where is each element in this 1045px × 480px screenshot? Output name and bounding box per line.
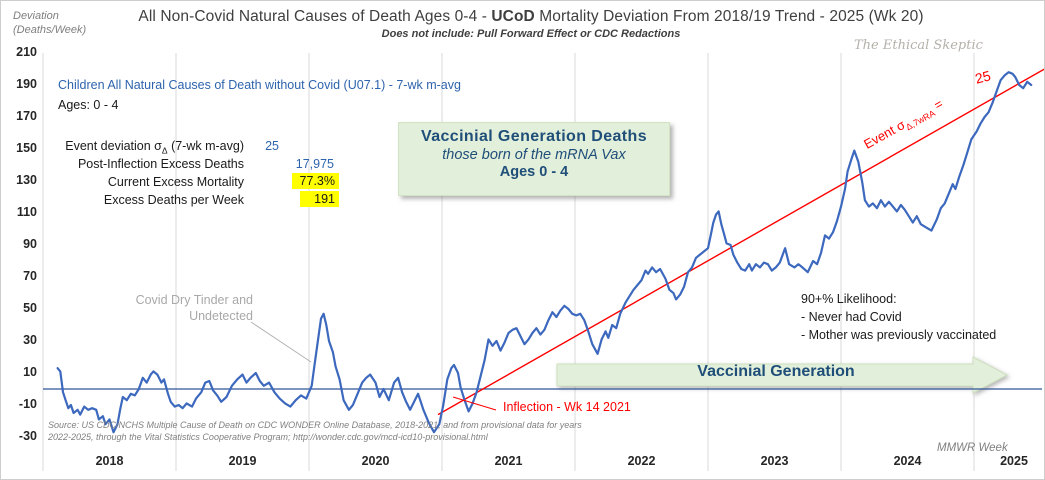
x-tick-2025: 2025 <box>1000 454 1028 468</box>
stat-value-post-inflection-excess-deaths: 17,975 <box>295 157 334 171</box>
title-bold-ucod: UCoD <box>491 8 535 25</box>
chart-title: All Non-Covid Natural Causes of Death Ag… <box>43 8 1019 26</box>
likelihood-line3: - Mother was previously vaccinated <box>801 328 997 342</box>
x-tick-2018: 2018 <box>95 454 124 468</box>
inflection-annotation: Inflection - Wk 14 2021 <box>503 400 631 414</box>
dry-tinder-line1: Covid Dry Tinder and <box>135 293 253 307</box>
y-tick-70: 70 <box>23 269 37 283</box>
sigma-label-pre: Event deviation σ <box>65 139 162 153</box>
vaccinial-generation-arrow-shape <box>556 356 1009 394</box>
y-tick-30: 30 <box>23 333 37 347</box>
box-ages: Ages 0 - 4 <box>499 164 569 180</box>
y-tick-210: 210 <box>16 45 37 59</box>
likelihood-line1: 90+% Likelihood: <box>801 292 897 306</box>
x-tick-2022: 2022 <box>627 454 656 468</box>
title-post: Mortality Deviation From 2018/19 Trend -… <box>534 8 924 25</box>
y-axis-unit-label: Deviation (Deaths/Week) <box>13 9 123 37</box>
deviation-series-line <box>56 71 1033 434</box>
y-tick-50: 50 <box>23 301 37 315</box>
watermark-signature: The Ethical Skeptic <box>854 38 983 53</box>
y-axis-unit-line2: (Deaths/Week) <box>13 24 87 36</box>
dry-tinder-leader-line <box>250 321 312 363</box>
y-tick-170: 170 <box>16 109 37 123</box>
y-tick-130: 130 <box>16 173 37 187</box>
x-tick-2019: 2019 <box>228 454 257 468</box>
series-legend-label: Children All Natural Causes of Death wit… <box>58 78 461 92</box>
y-tick-90: 90 <box>23 237 37 251</box>
likelihood-line2: - Never had Covid <box>801 310 902 324</box>
box-subtitle: those born of the mRNA Vax <box>442 147 626 163</box>
stat-label-event-deviation: Event deviation σΔ (7-wk m-avg) <box>41 139 244 159</box>
trend-line <box>437 68 1044 416</box>
y-tick--30: -30 <box>18 429 37 443</box>
y-axis-unit-line1: Deviation <box>13 10 59 22</box>
x-tick-2024: 2024 <box>893 454 922 468</box>
stat-label-excess-deaths-per-week: Excess Deaths per Week <box>103 193 244 207</box>
stat-value-excess-deaths-per-week: 191 <box>300 191 339 207</box>
y-tick-10: 10 <box>23 365 37 379</box>
x-tick-2023: 2023 <box>760 454 789 468</box>
chart-subtitle: Does not include: Pull Forward Effect or… <box>381 28 681 40</box>
vaccinial-generation-arrow-label: Vaccinial Generation <box>697 363 855 380</box>
dry-tinder-annotation: Covid Dry Tinder and Undetected <box>109 292 253 324</box>
y-tick-150: 150 <box>16 141 37 155</box>
stat-value-event-deviation: 25 <box>265 139 279 153</box>
stat-label-current-excess-mortality: Current Excess Mortality <box>107 175 244 189</box>
stat-label-post-inflection-excess-deaths: Post-Inflection Excess Deaths <box>77 157 244 171</box>
x-axis-title: MMWR Week <box>937 442 1008 454</box>
series-layer <box>43 68 1044 434</box>
source-line2: 2022-2025, through the Vital Statistics … <box>48 432 488 442</box>
y-tick--10: -10 <box>18 397 37 411</box>
likelihood-annotation: 90+% Likelihood: - Never had Covid - Mot… <box>801 290 1041 344</box>
inflection-leader-line <box>452 396 497 411</box>
ages-label: Ages: 0 - 4 <box>58 98 119 112</box>
source-line1: Source: US CDC/NCHS Multiple Cause of De… <box>48 420 582 430</box>
sigma-label-post: (7-wk m-avg) <box>167 139 244 153</box>
x-tick-2020: 2020 <box>361 454 390 468</box>
stat-value-current-excess-mortality: 77.3% <box>292 173 339 189</box>
x-tick-2021: 2021 <box>494 454 523 468</box>
sigma-label-sub: Δ <box>161 145 168 156</box>
y-tick-110: 110 <box>16 205 37 219</box>
y-tick-190: 190 <box>16 77 37 91</box>
dry-tinder-line2: Undetected <box>189 309 253 323</box>
title-pre: All Non-Covid Natural Causes of Death Ag… <box>138 8 492 25</box>
vaccinial-generation-deaths-box: Vaccinial Generation Deaths those born o… <box>398 122 670 196</box>
box-title: Vaccinial Generation Deaths <box>421 128 647 145</box>
